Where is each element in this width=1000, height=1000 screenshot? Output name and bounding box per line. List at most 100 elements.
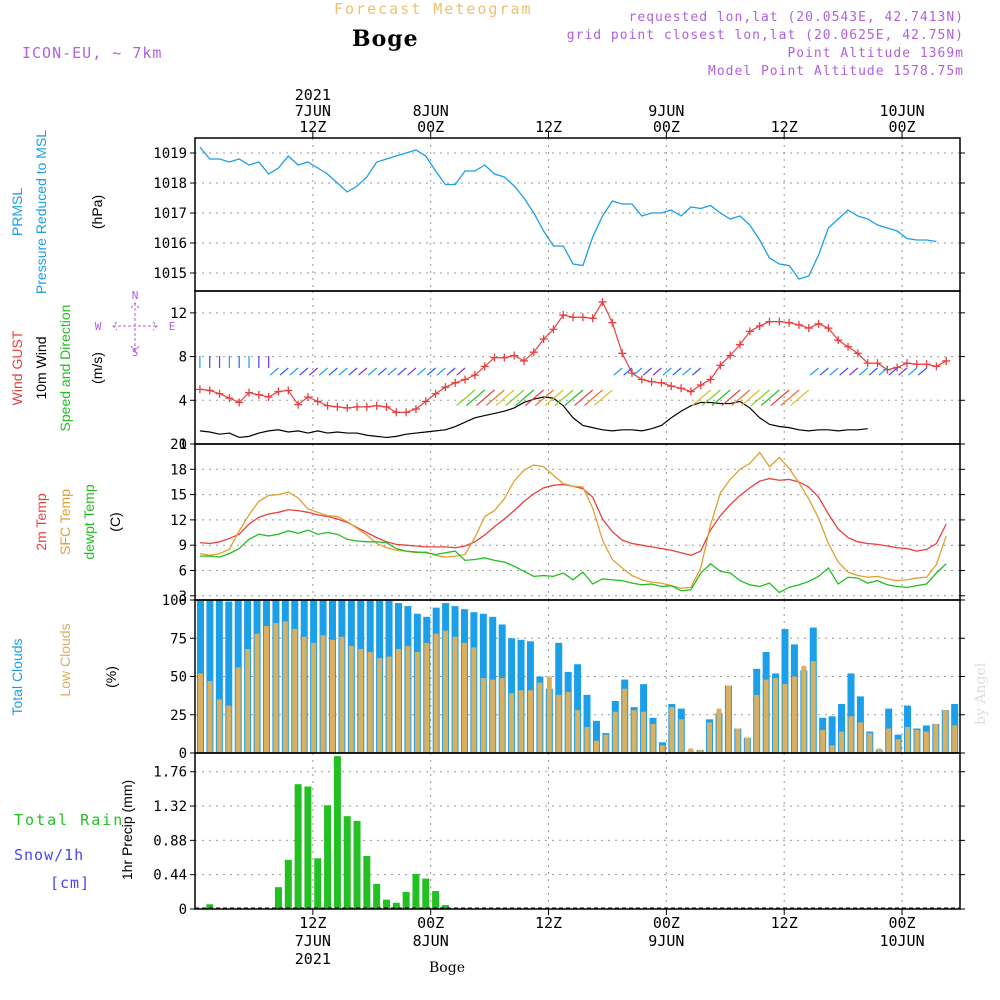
wind-direction-arrow bbox=[741, 389, 761, 407]
rain-bar bbox=[392, 902, 400, 909]
total-cloud-bar bbox=[847, 673, 855, 753]
wind-direction-arrow bbox=[633, 367, 643, 376]
wind-direction-arrow bbox=[299, 367, 309, 376]
rain-bar bbox=[324, 805, 332, 909]
low-cloud-bar bbox=[829, 745, 835, 753]
y-tick-label: 75 bbox=[170, 631, 187, 647]
wind-direction-arrow bbox=[878, 367, 888, 376]
top-time-label: 2021 bbox=[295, 86, 331, 104]
wind-gust-marker bbox=[510, 351, 519, 360]
wind-direction-arrow bbox=[358, 367, 368, 376]
point-altitude: Point Altitude 1369m bbox=[787, 46, 964, 61]
low-cloud-bar bbox=[735, 728, 741, 753]
total-clouds-label: Total Clouds bbox=[9, 638, 25, 715]
wind-gust-marker bbox=[844, 342, 853, 351]
wind-direction-arrow bbox=[377, 367, 387, 376]
low-cloud-bar bbox=[782, 684, 788, 753]
wind-gust-marker bbox=[824, 324, 833, 333]
wind-direction-arrow bbox=[416, 367, 427, 376]
low-cloud-bar bbox=[933, 723, 939, 753]
low-cloud-bar bbox=[527, 690, 533, 753]
low-cloud-bar bbox=[669, 707, 675, 753]
sfc-temp-label: SFC Temp bbox=[57, 489, 73, 555]
prmsl-label: PRMSL bbox=[9, 188, 25, 236]
rain-bar bbox=[343, 816, 351, 909]
low-cloud-bar bbox=[216, 699, 222, 753]
low-cloud-bar bbox=[320, 635, 326, 753]
y-tick-label: 100 bbox=[162, 593, 187, 609]
low-cloud-bar bbox=[923, 731, 929, 753]
low-cloud-bar bbox=[876, 748, 882, 753]
y-tick-label: 1018 bbox=[153, 176, 187, 192]
low-cloud-bar bbox=[867, 733, 873, 753]
temp-unit: (C) bbox=[107, 512, 123, 531]
low-cloud-bar bbox=[678, 719, 684, 753]
low-cloud-bar bbox=[198, 673, 203, 753]
low-cloud-bar bbox=[386, 656, 392, 753]
wind-direction-arrow bbox=[289, 367, 299, 376]
wind-direction-arrow bbox=[475, 389, 495, 407]
rain-bar bbox=[353, 820, 361, 909]
y-tick-label: 15 bbox=[170, 488, 187, 504]
wind-gust-marker bbox=[598, 297, 607, 306]
wind-direction-arrow bbox=[436, 367, 446, 376]
wind-direction-arrow bbox=[495, 389, 515, 407]
rain-bar bbox=[422, 878, 430, 909]
wind-direction-arrow bbox=[888, 367, 898, 376]
wind-gust-marker bbox=[549, 325, 558, 334]
wind-direction-arrow bbox=[318, 367, 328, 376]
low-cloud-bar bbox=[226, 705, 232, 753]
total-cloud-bar bbox=[574, 664, 582, 753]
low-cloud-bar bbox=[886, 728, 892, 753]
low-cloud-bar bbox=[245, 648, 251, 753]
bottom-time-label: 00Z bbox=[417, 914, 444, 932]
wind-gust-marker bbox=[500, 353, 509, 362]
wind-direction-arrow bbox=[898, 367, 908, 376]
panel-frame bbox=[194, 137, 961, 292]
wind-direction-arrow bbox=[682, 367, 692, 376]
wind-gust-marker bbox=[264, 393, 273, 402]
location-title: Boge bbox=[352, 26, 419, 52]
snow-unit-label: [cm] bbox=[50, 874, 90, 892]
low-cloud-bar bbox=[659, 745, 665, 753]
y-tick-label: 1015 bbox=[153, 266, 187, 282]
wind-gust-marker bbox=[569, 313, 578, 322]
low-cloud-bar bbox=[282, 621, 288, 753]
low-cloud-bar bbox=[612, 711, 618, 753]
y-tick-label: 1.32 bbox=[153, 799, 187, 815]
rain-bar bbox=[363, 855, 371, 909]
wind-gust-marker bbox=[225, 394, 234, 403]
low-cloud-bar bbox=[329, 639, 335, 753]
wind-gust-marker bbox=[608, 318, 617, 327]
low-cloud-bar bbox=[556, 694, 562, 753]
y-tick-label: 0 bbox=[179, 437, 187, 453]
wind-direction-arrow bbox=[397, 367, 407, 376]
dewpoint-line bbox=[199, 529, 947, 594]
low-cloud-bar bbox=[650, 723, 656, 753]
total-cloud-bar bbox=[583, 694, 591, 753]
wind-direction-arrow bbox=[308, 367, 319, 376]
low-cloud-bar bbox=[575, 710, 581, 753]
wind-direction-arrow bbox=[515, 389, 535, 407]
compass-arrows bbox=[112, 302, 158, 352]
low-cloud-bar bbox=[518, 690, 524, 753]
wind-direction-arrow bbox=[868, 367, 878, 376]
wind-panel bbox=[195, 297, 951, 439]
wind-direction-arrow bbox=[583, 389, 603, 407]
wind-gust-marker bbox=[755, 321, 764, 330]
y-tick-label: 1019 bbox=[153, 146, 187, 162]
y-tick-label: 0 bbox=[179, 902, 187, 918]
wind-gust-marker bbox=[726, 351, 735, 360]
wind-direction-arrow bbox=[564, 389, 584, 407]
snow-label: Snow/1h bbox=[14, 846, 84, 864]
wind-gust-marker bbox=[775, 317, 784, 326]
wind-gust-marker bbox=[765, 317, 774, 326]
wind-gust-marker bbox=[834, 336, 843, 345]
top-time-label: 00Z bbox=[653, 118, 680, 136]
total-cloud-bar bbox=[206, 600, 214, 753]
pressure-line bbox=[199, 146, 937, 280]
y-tick-label: 0.88 bbox=[153, 833, 187, 849]
wind-gust-marker bbox=[637, 375, 646, 384]
rain-bar bbox=[441, 905, 449, 909]
wind-gust-marker bbox=[421, 397, 430, 406]
